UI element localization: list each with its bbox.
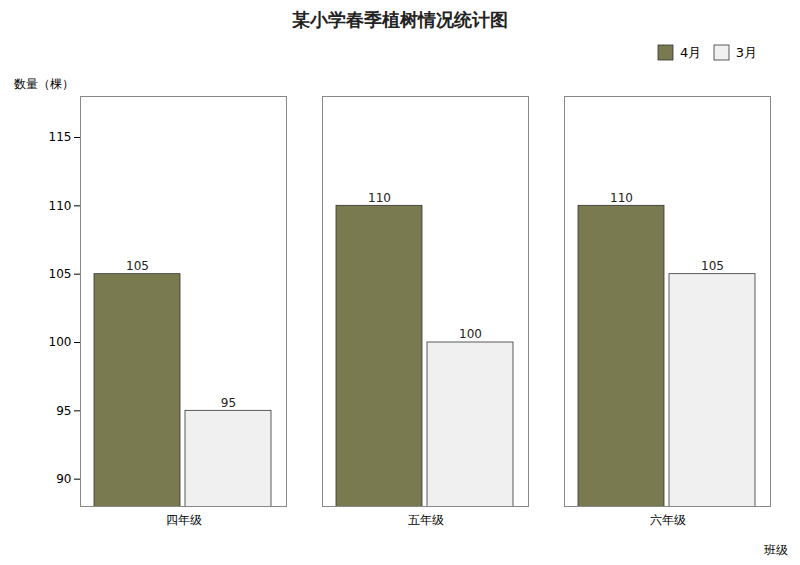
svg-text:五年级: 五年级 — [408, 513, 444, 527]
svg-text:数量（棵）: 数量（棵） — [14, 77, 74, 91]
svg-text:105: 105 — [126, 259, 149, 273]
svg-text:六年级: 六年级 — [650, 513, 686, 527]
html-text:4月: 4月 — [679, 44, 702, 60]
html-text:3月: 3月 — [735, 44, 757, 60]
svg-text:95: 95 — [221, 395, 236, 409]
svg-text:110: 110 — [49, 198, 72, 212]
html-text:某小学春季植树情况统计图: 某小学春季植树情况统计图 — [292, 9, 508, 30]
svg-text:四年级: 四年级 — [166, 513, 202, 527]
svg-text:100: 100 — [49, 335, 72, 349]
svg-text:115: 115 — [49, 130, 72, 144]
svg-text:105: 105 — [49, 267, 72, 281]
svg-text:90: 90 — [56, 472, 71, 486]
svg-text:班级: 班级 — [764, 542, 788, 556]
svg-text:100: 100 — [459, 327, 482, 341]
svg-text:110: 110 — [610, 190, 633, 204]
svg-text:105: 105 — [701, 259, 724, 273]
svg-text:110: 110 — [368, 190, 391, 204]
svg-text:95: 95 — [56, 403, 71, 417]
